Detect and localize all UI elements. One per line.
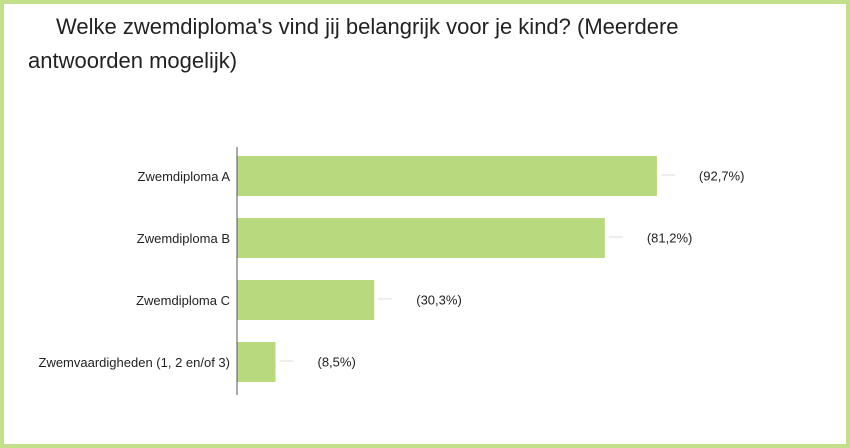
chart: (92,7%) (81,2%) (30,3%) (8,5%)	[236, 147, 745, 395]
category-label: Zwemdiploma A	[137, 168, 230, 184]
value-label: (30,3%)	[416, 292, 462, 307]
bar	[237, 280, 375, 320]
value-label: (8,5%)	[318, 354, 356, 369]
category-label: Zwemdiploma C	[136, 292, 230, 308]
value-label: (92,7%)	[699, 168, 745, 183]
value-label: (81,2%)	[647, 230, 693, 245]
category-label: Zwemdiploma B	[136, 230, 230, 246]
category-label: Zwemvaardigheden (1, 2 en/of 3)	[38, 354, 231, 370]
bar	[237, 156, 657, 196]
bar	[237, 342, 276, 382]
chart-title: Welke zwemdiploma's vind jij belangrijk …	[28, 14, 679, 73]
bar	[237, 218, 605, 258]
